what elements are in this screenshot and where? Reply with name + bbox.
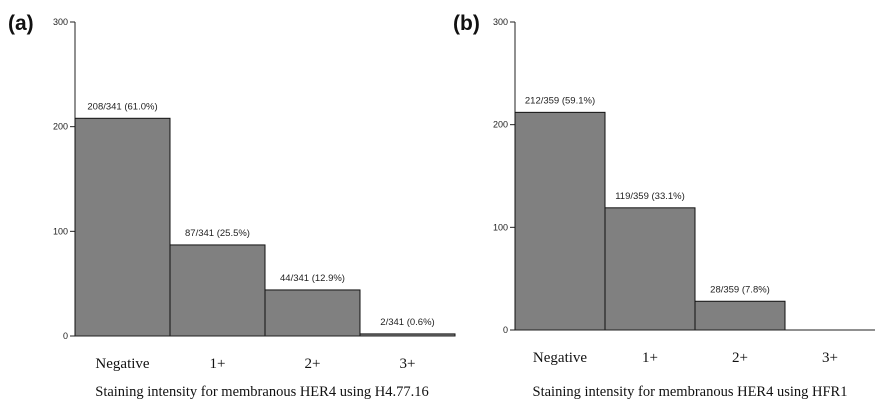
bar-data-label: 87/341 (25.5%) [185,228,250,239]
y-tick-label: 300 [493,17,508,27]
x-category-label: 3+ [400,356,416,372]
bar-data-label: 208/341 (61.0%) [87,101,157,112]
bar-data-label: 212/359 (59.1%) [525,95,595,106]
panel-a-chart: (a) 0 100 200 300 208/341 (61.0%) Negative 87/3… [8,12,456,400]
x-category-label: 3+ [822,350,838,366]
bar-data-label: 119/359 (33.1%) [615,191,685,202]
y-tick-label: 200 [493,120,508,130]
bar-data-label: 44/341 (12.9%) [280,273,345,284]
bar-2-plus [694,300,786,331]
x-category-label: 1+ [642,350,658,366]
x-category-label: Negative [95,356,149,372]
bar-1-plus [604,207,696,331]
bar-negative [74,117,171,337]
bar-data-label: 28/359 (7.8%) [710,284,770,295]
panel-b-chart: (b) 0 100 200 300 212/359 (59.1%) Negative 119/… [453,12,875,400]
y-tick-label: 100 [53,226,68,236]
x-category-label: Negative [533,350,587,366]
y-tick-label: 100 [493,222,508,232]
bar-data-label: 2/341 (0.6%) [380,317,434,328]
x-category-label: 2+ [305,356,321,372]
bar-1-plus [169,244,266,337]
y-tick-label: 300 [53,17,68,27]
panel-label: (a) [8,12,34,35]
y-tick-label: 0 [503,325,508,335]
panel-label: (b) [453,12,480,35]
bar-2-plus [264,289,361,337]
y-tick-label: 200 [53,122,68,132]
bar-negative [514,111,606,331]
x-axis-title: Staining intensity for membranous HER4 u… [533,384,848,400]
x-axis-title: Staining intensity for membranous HER4 u… [95,384,428,400]
y-tick-label: 0 [63,331,68,341]
x-category-label: 1+ [210,356,226,372]
x-category-label: 2+ [732,350,748,366]
